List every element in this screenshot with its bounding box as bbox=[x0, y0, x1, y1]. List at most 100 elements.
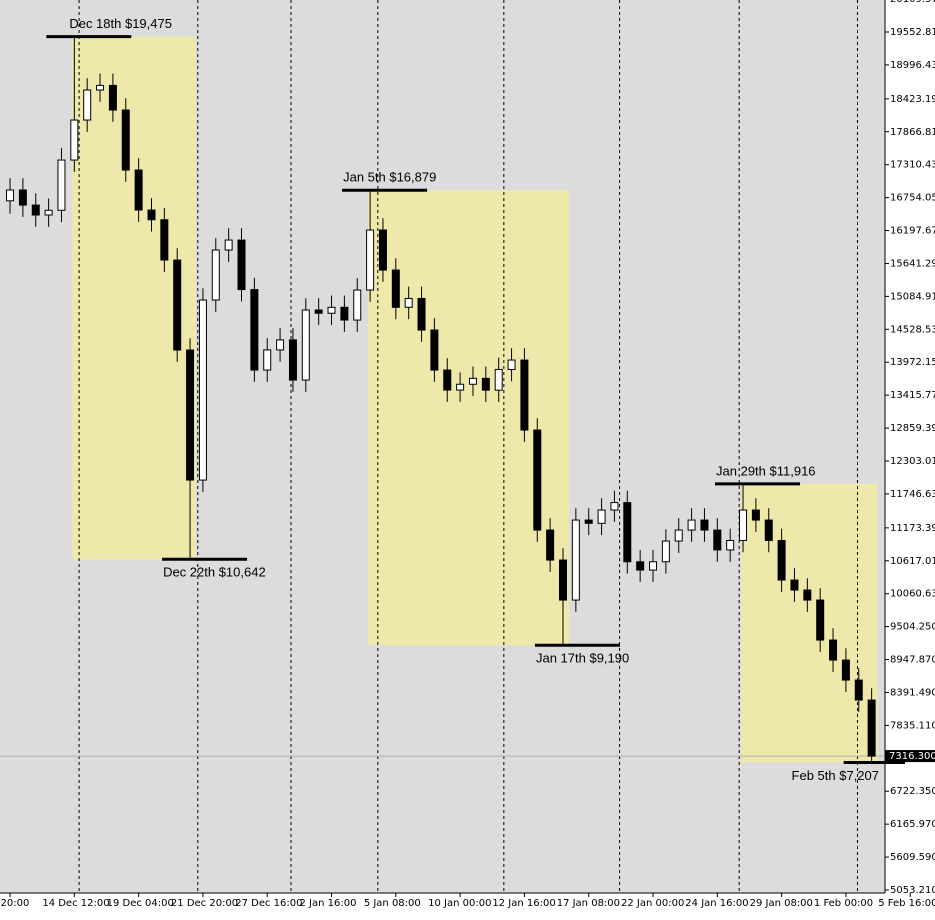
y-tick-label: 11746.630 bbox=[890, 489, 935, 500]
candle-body bbox=[533, 429, 542, 531]
candle-body bbox=[867, 699, 876, 757]
y-tick-label: 17866.810 bbox=[890, 127, 935, 138]
x-tick-label: 1 Feb 00:00 bbox=[814, 898, 873, 909]
candle-body bbox=[121, 109, 130, 171]
y-tick-label: 11173.390 bbox=[890, 523, 935, 534]
candle-body bbox=[430, 329, 439, 371]
candle-body bbox=[327, 306, 336, 314]
candle-body bbox=[739, 509, 748, 541]
y-tick-label: 13415.770 bbox=[890, 390, 935, 401]
candle-body bbox=[134, 169, 143, 211]
candle-body bbox=[649, 561, 658, 571]
candle-body bbox=[314, 309, 323, 314]
candle-body bbox=[57, 159, 66, 211]
x-tick-label: 24 Jan 16:00 bbox=[685, 898, 748, 909]
candle-body bbox=[353, 289, 362, 321]
y-tick-label: 12859.390 bbox=[890, 423, 935, 434]
candle-body bbox=[610, 502, 619, 511]
candle-body bbox=[520, 359, 529, 431]
candle-body bbox=[661, 540, 670, 563]
candle-body bbox=[366, 229, 375, 291]
y-tick-label: 18996.430 bbox=[890, 60, 935, 71]
candle-body bbox=[456, 383, 465, 391]
candle-body bbox=[147, 209, 156, 221]
candle-body bbox=[198, 299, 207, 481]
x-tick-label: 10 Jan 00:00 bbox=[428, 898, 491, 909]
candle-body bbox=[790, 579, 799, 591]
candle-body bbox=[584, 519, 593, 524]
candle-body bbox=[816, 599, 825, 641]
x-tick-label: 12 Jan 16:00 bbox=[492, 898, 555, 909]
candle-body bbox=[160, 219, 169, 261]
y-tick-label: 5053.210 bbox=[890, 885, 935, 896]
y-tick-label: 8391.490 bbox=[890, 687, 935, 698]
x-tick-label: 2 Jan 16:00 bbox=[300, 898, 357, 909]
candle-body bbox=[726, 539, 735, 551]
x-tick-label: 5 Feb 16:00 bbox=[878, 898, 935, 909]
candle-body bbox=[263, 349, 272, 371]
candle-body bbox=[237, 239, 246, 291]
price-label: 7316.300 bbox=[889, 751, 935, 762]
candle-body bbox=[340, 306, 349, 321]
candle-body bbox=[751, 509, 760, 521]
candle-body bbox=[829, 639, 838, 661]
y-tick-label: 17310.430 bbox=[890, 160, 935, 171]
y-tick-label: 6722.350 bbox=[890, 786, 935, 797]
candle-body bbox=[96, 84, 105, 91]
annotation-label: Jan 17th $9,190 bbox=[536, 651, 629, 666]
candle-body bbox=[468, 377, 477, 385]
candle-body bbox=[623, 502, 632, 563]
x-tick-label: 22 Jan 00:00 bbox=[621, 898, 684, 909]
x-tick-label: 19 Dec 04:00 bbox=[107, 898, 174, 909]
candle-body bbox=[288, 339, 297, 381]
candle-body bbox=[108, 84, 117, 111]
x-tick-label: 27 Dec 16:00 bbox=[235, 898, 302, 909]
candle-body bbox=[378, 229, 387, 271]
y-tick-label: 15641.290 bbox=[890, 258, 935, 269]
candle-body bbox=[636, 561, 645, 571]
y-tick-label: 7835.110 bbox=[890, 720, 935, 731]
candle-body bbox=[674, 529, 683, 542]
candle-body bbox=[841, 659, 850, 681]
candle-body bbox=[803, 589, 812, 601]
x-tick-label: 5 Jan 08:00 bbox=[364, 898, 421, 909]
y-tick-label: 14528.530 bbox=[890, 324, 935, 335]
candle-body bbox=[571, 519, 580, 601]
y-tick-label: 12303.010 bbox=[890, 456, 935, 467]
candle-body bbox=[507, 359, 516, 370]
y-tick-label: 10617.010 bbox=[890, 556, 935, 567]
candle-body bbox=[713, 529, 722, 551]
annotation-label: Dec 18th $19,475 bbox=[69, 16, 172, 31]
candle-body bbox=[31, 204, 40, 216]
x-tick-label: 14 Dec 12:00 bbox=[42, 898, 109, 909]
candle-body bbox=[6, 189, 15, 202]
y-tick-label: 10060.630 bbox=[890, 589, 935, 600]
annotation-label: Feb 5th $7,207 bbox=[792, 768, 879, 783]
annotation-label: Jan 5th $16,879 bbox=[343, 170, 436, 185]
candle-body bbox=[597, 509, 606, 524]
y-tick-label: 19552.810 bbox=[890, 27, 935, 38]
price-label-box bbox=[885, 750, 935, 763]
y-tick-label: 8947.870 bbox=[890, 655, 935, 666]
candle-body bbox=[83, 89, 92, 121]
x-tick-label: 17 Jan 08:00 bbox=[557, 898, 620, 909]
y-tick-label: 15084.910 bbox=[890, 291, 935, 302]
candle-body bbox=[301, 309, 310, 381]
candle-body bbox=[777, 539, 786, 581]
candle-body bbox=[224, 239, 233, 251]
candle-body bbox=[546, 529, 555, 561]
x-tick-label: Dec 20:00 bbox=[0, 898, 29, 909]
y-tick-label: 16754.050 bbox=[890, 193, 935, 204]
annotation-label: Jan 29th $11,916 bbox=[716, 463, 816, 478]
candle-body bbox=[18, 189, 27, 206]
candle-body bbox=[211, 249, 220, 301]
x-tick-label: 21 Dec 20:00 bbox=[171, 898, 238, 909]
candle-body bbox=[417, 297, 426, 331]
zone bbox=[741, 483, 878, 763]
candle-body bbox=[687, 519, 696, 531]
annotation-label: Dec 22th $10,642 bbox=[163, 565, 266, 580]
y-tick-label: 18423.190 bbox=[890, 94, 935, 105]
candle-body bbox=[700, 519, 709, 531]
candle-body bbox=[276, 339, 285, 351]
